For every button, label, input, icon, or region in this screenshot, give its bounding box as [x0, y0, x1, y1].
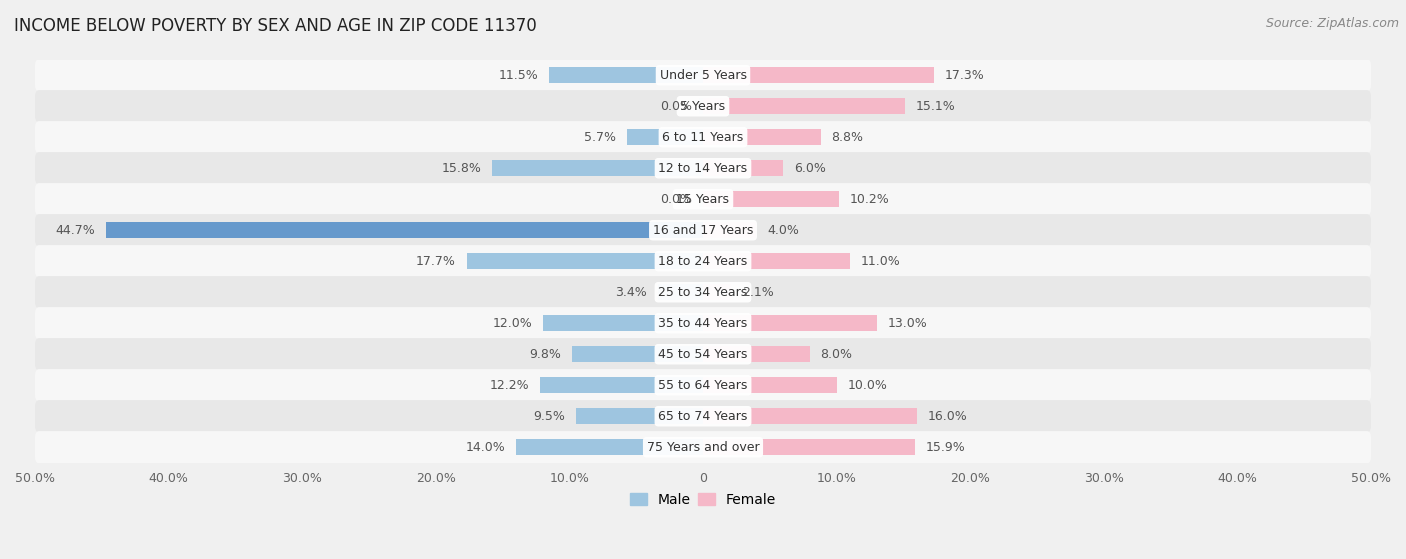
- Text: 18 to 24 Years: 18 to 24 Years: [658, 255, 748, 268]
- Bar: [703, 191, 839, 207]
- Text: 25 to 34 Years: 25 to 34 Years: [658, 286, 748, 299]
- Text: 17.7%: 17.7%: [416, 255, 456, 268]
- Bar: [550, 67, 703, 83]
- Bar: [703, 439, 915, 455]
- Text: 15 Years: 15 Years: [676, 193, 730, 206]
- Bar: [540, 377, 703, 394]
- Text: INCOME BELOW POVERTY BY SEX AND AGE IN ZIP CODE 11370: INCOME BELOW POVERTY BY SEX AND AGE IN Z…: [14, 17, 537, 35]
- Text: 75 Years and over: 75 Years and over: [647, 440, 759, 454]
- FancyBboxPatch shape: [35, 338, 1371, 371]
- Text: 5 Years: 5 Years: [681, 100, 725, 113]
- FancyBboxPatch shape: [35, 431, 1371, 463]
- Text: 9.5%: 9.5%: [533, 410, 565, 423]
- FancyBboxPatch shape: [35, 369, 1371, 401]
- FancyBboxPatch shape: [35, 245, 1371, 277]
- Text: 10.0%: 10.0%: [848, 379, 887, 392]
- FancyBboxPatch shape: [35, 152, 1371, 184]
- Bar: [492, 160, 703, 176]
- Bar: [703, 129, 821, 145]
- Text: Under 5 Years: Under 5 Years: [659, 69, 747, 82]
- Text: 15.8%: 15.8%: [441, 162, 481, 175]
- Bar: [703, 315, 877, 331]
- Bar: [543, 315, 703, 331]
- FancyBboxPatch shape: [35, 400, 1371, 432]
- FancyBboxPatch shape: [35, 214, 1371, 247]
- Text: 8.0%: 8.0%: [821, 348, 852, 361]
- Text: 0.0%: 0.0%: [661, 100, 692, 113]
- Text: 11.5%: 11.5%: [499, 69, 538, 82]
- Text: 9.8%: 9.8%: [530, 348, 561, 361]
- Text: Source: ZipAtlas.com: Source: ZipAtlas.com: [1265, 17, 1399, 30]
- Text: 11.0%: 11.0%: [860, 255, 900, 268]
- FancyBboxPatch shape: [35, 90, 1371, 122]
- Bar: [658, 284, 703, 300]
- Bar: [576, 408, 703, 424]
- Text: 17.3%: 17.3%: [945, 69, 984, 82]
- Bar: [703, 284, 731, 300]
- Text: 0.0%: 0.0%: [661, 193, 692, 206]
- Text: 6 to 11 Years: 6 to 11 Years: [662, 131, 744, 144]
- Text: 3.4%: 3.4%: [616, 286, 647, 299]
- Text: 8.8%: 8.8%: [831, 131, 863, 144]
- Bar: [105, 222, 703, 238]
- Text: 12.0%: 12.0%: [492, 317, 531, 330]
- Bar: [703, 408, 917, 424]
- Bar: [703, 98, 904, 114]
- FancyBboxPatch shape: [35, 59, 1371, 91]
- Bar: [627, 129, 703, 145]
- Bar: [699, 191, 703, 207]
- Bar: [703, 67, 934, 83]
- Text: 2.1%: 2.1%: [742, 286, 773, 299]
- Text: 6.0%: 6.0%: [794, 162, 825, 175]
- Text: 15.9%: 15.9%: [927, 440, 966, 454]
- Text: 15.1%: 15.1%: [915, 100, 955, 113]
- Text: 44.7%: 44.7%: [55, 224, 96, 236]
- Text: 12.2%: 12.2%: [489, 379, 529, 392]
- Text: 16 and 17 Years: 16 and 17 Years: [652, 224, 754, 236]
- Bar: [467, 253, 703, 269]
- FancyBboxPatch shape: [35, 121, 1371, 153]
- Text: 13.0%: 13.0%: [887, 317, 927, 330]
- Text: 16.0%: 16.0%: [928, 410, 967, 423]
- Text: 12 to 14 Years: 12 to 14 Years: [658, 162, 748, 175]
- FancyBboxPatch shape: [35, 276, 1371, 309]
- Text: 65 to 74 Years: 65 to 74 Years: [658, 410, 748, 423]
- Bar: [703, 160, 783, 176]
- Text: 4.0%: 4.0%: [768, 224, 799, 236]
- Bar: [703, 253, 851, 269]
- Text: 14.0%: 14.0%: [465, 440, 505, 454]
- Text: 5.7%: 5.7%: [583, 131, 616, 144]
- Legend: Male, Female: Male, Female: [624, 487, 782, 512]
- Text: 35 to 44 Years: 35 to 44 Years: [658, 317, 748, 330]
- Bar: [572, 346, 703, 362]
- Text: 45 to 54 Years: 45 to 54 Years: [658, 348, 748, 361]
- FancyBboxPatch shape: [35, 183, 1371, 215]
- FancyBboxPatch shape: [35, 307, 1371, 339]
- Text: 10.2%: 10.2%: [851, 193, 890, 206]
- Bar: [703, 346, 810, 362]
- Text: 55 to 64 Years: 55 to 64 Years: [658, 379, 748, 392]
- Bar: [703, 222, 756, 238]
- Bar: [516, 439, 703, 455]
- Bar: [703, 377, 837, 394]
- Bar: [699, 98, 703, 114]
